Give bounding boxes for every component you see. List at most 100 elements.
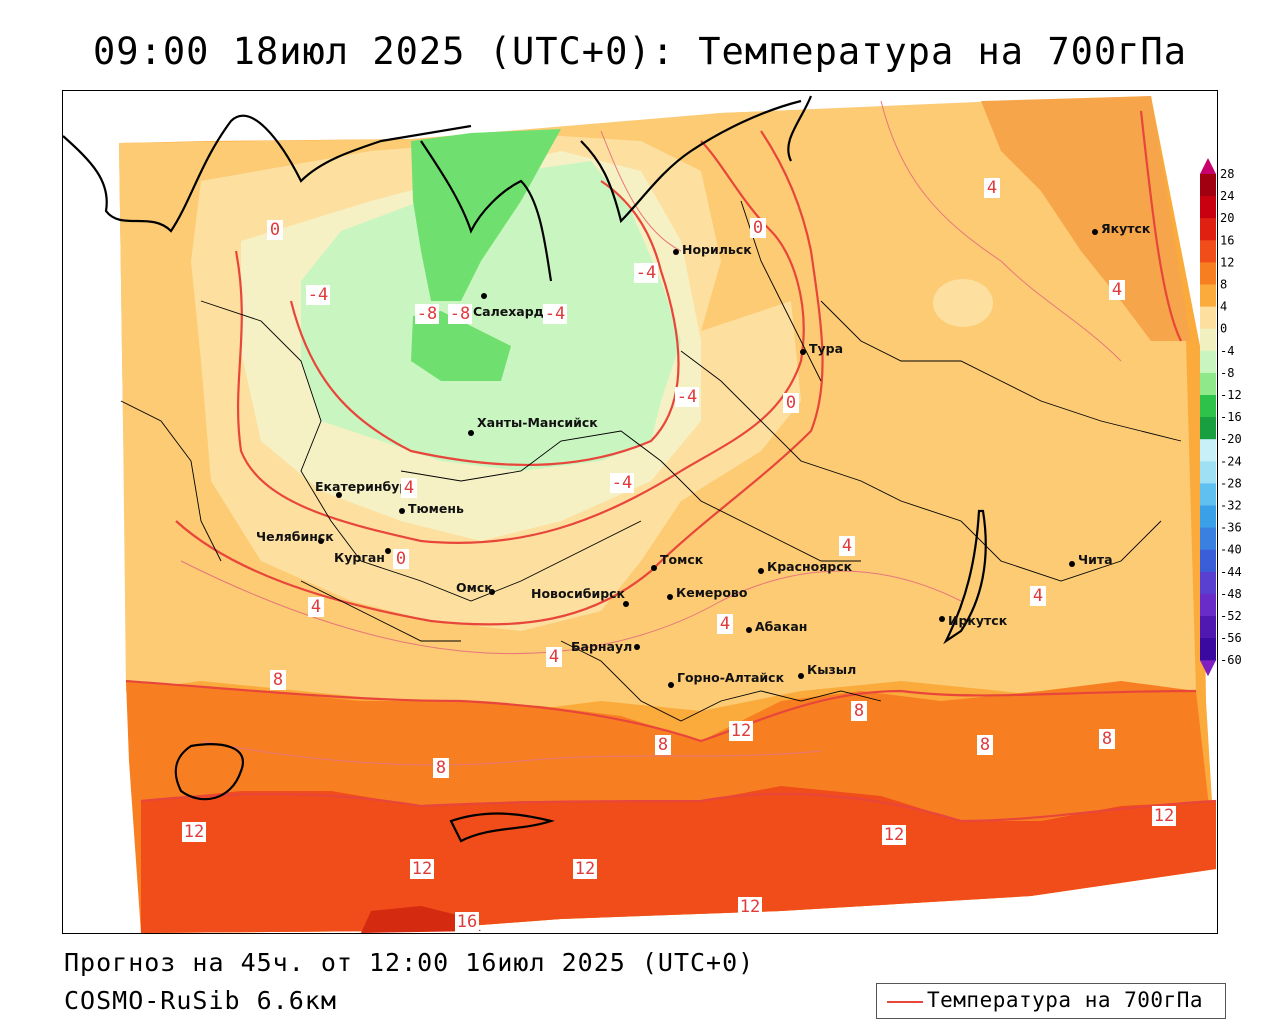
colorbar-segment [1200,328,1216,352]
temperature-colorbar: 28 24 20 16 12 8 4 0 -4 -8 -12 -16 -20 -24 -28 -32 -36 -4… [1200,158,1242,677]
colorbar-label: -52 [1220,609,1242,623]
colorbar-label: -44 [1220,565,1242,579]
city-tyumen[interactable]: Тюмень [399,501,464,516]
city-chelyabinsk[interactable]: Челябинск [256,529,334,544]
colorbar-label: 0 [1220,322,1227,336]
colorbar-segment [1200,638,1216,661]
svg-text:-8: -8 [450,304,470,324]
colorbar-label: -36 [1220,521,1242,535]
legend-label: Температура на 700гПа [927,988,1204,1012]
svg-text:4: 4 [1112,280,1122,300]
svg-text:12: 12 [1154,806,1174,826]
colorbar-segment [1200,372,1216,396]
svg-text:-4: -4 [636,263,656,283]
svg-text:4: 4 [842,536,852,556]
city-norilsk[interactable]: Норильск [673,242,752,257]
isotherm-lines [125,110,1217,823]
legend-line-swatch [887,1001,923,1003]
svg-text:-8: -8 [417,304,437,324]
svg-text:12: 12 [740,897,760,917]
colorbar-segment [1200,284,1216,308]
isoline-label: 0 [267,220,283,240]
city-krasnoyarsk[interactable]: Красноярск [758,559,853,574]
svg-text:12: 12 [731,721,751,741]
isoline-label: 0 [750,218,766,238]
svg-text:Омск: Омск [456,580,493,595]
city-markers: Якутск Норильск Салехард Тура Ханты-Манс… [256,221,1151,688]
city-khanty-mansiysk[interactable]: Ханты-Мансийск [468,415,598,436]
isoline-label: -4 [675,387,699,407]
svg-text:8: 8 [436,758,446,778]
colorbar-segment [1200,218,1216,241]
svg-text:-4: -4 [545,304,565,324]
svg-text:4: 4 [311,597,321,617]
city-barnaul[interactable]: Барнаул [571,639,640,654]
isoline-label: 12 [738,897,762,917]
svg-text:12: 12 [884,825,904,845]
city-tomsk[interactable]: Томск [651,552,704,571]
isoline-label: 4 [401,478,417,498]
admin-borders [120,200,1182,722]
isoline-label: 12 [1152,806,1176,826]
colorbar-label: -48 [1220,587,1242,601]
coastlines [63,95,987,843]
colorbar-label: 28 [1220,167,1234,181]
colorbar-label: 16 [1220,233,1234,247]
city-novosibirsk[interactable]: Новосибирск [531,586,629,607]
city-yakutsk[interactable]: Якутск [1092,221,1151,236]
isoline-label: 0 [393,549,409,569]
city-gorno-altaysk[interactable]: Горно-Алтайск [668,670,785,688]
isoline-label: -4 [610,473,634,493]
svg-text:Челябинск: Челябинск [256,529,334,544]
svg-text:-4: -4 [677,387,697,407]
svg-text:0: 0 [753,218,763,238]
colorbar-label: -32 [1220,499,1242,513]
colorbar-segment [1200,616,1216,639]
svg-text:Кемерово: Кемерово [676,585,748,600]
city-abakan[interactable]: Абакан [746,619,807,634]
isoline-label: 8 [851,701,867,721]
colorbar-label: 20 [1220,211,1234,225]
city-omsk[interactable]: Омск [456,580,495,595]
map-title: 09:00 18июл 2025 (UTC+0): Температура на… [93,30,1187,73]
colorbar-label: 12 [1220,255,1234,269]
map-area[interactable]: Якутск Норильск Салехард Тура Ханты-Манс… [62,90,1218,934]
city-chita[interactable]: Чита [1069,552,1113,567]
colorbar-segment [1200,505,1216,529]
colorbar-segment [1200,461,1216,484]
isoline-label: 12 [182,822,206,842]
isoline-label: -8 [448,304,472,324]
isoline-label: -8 [415,304,439,324]
svg-text:4: 4 [404,478,414,498]
isoline-label: 12 [882,825,906,845]
svg-text:0: 0 [396,549,406,569]
city-tura[interactable]: Тура [800,341,843,356]
colorbar-label: -20 [1220,432,1242,446]
city-kurgan[interactable]: Курган [334,548,391,565]
city-irkutsk[interactable]: Иркутск [939,613,1008,628]
colorbar-label: -40 [1220,543,1242,557]
colorbar-segment [1200,350,1216,374]
city-kyzyl[interactable]: Кызыл [798,662,856,679]
isoline-label: 4 [717,614,733,634]
colorbar-segment [1200,549,1216,573]
svg-text:8: 8 [273,670,283,690]
colorbar-label: -8 [1220,366,1234,380]
svg-text:Новосибирск: Новосибирск [531,586,626,601]
colorbar-segment [1200,240,1216,263]
city-salekhard[interactable]: Салехард [473,293,544,319]
isoline-label: 12 [573,859,597,879]
svg-text:Норильск: Норильск [682,242,752,257]
isoline-label: -4 [634,263,658,283]
svg-text:16: 16 [457,912,477,932]
colorbar-segment [1200,593,1216,617]
city-yekaterinburg[interactable]: Екатеринбург [315,479,415,498]
city-kemerovo[interactable]: Кемерово [667,585,748,600]
temperature-fields [119,96,1216,933]
svg-text:4: 4 [987,178,997,198]
forecast-info: Прогноз на 45ч. от 12:00 16июл 2025 (UTC… [64,948,755,977]
colorbar-top-arrow [1200,158,1216,174]
svg-text:Екатеринбург: Екатеринбург [315,479,415,494]
svg-text:4: 4 [720,614,730,634]
colorbar-label: -60 [1220,653,1242,667]
